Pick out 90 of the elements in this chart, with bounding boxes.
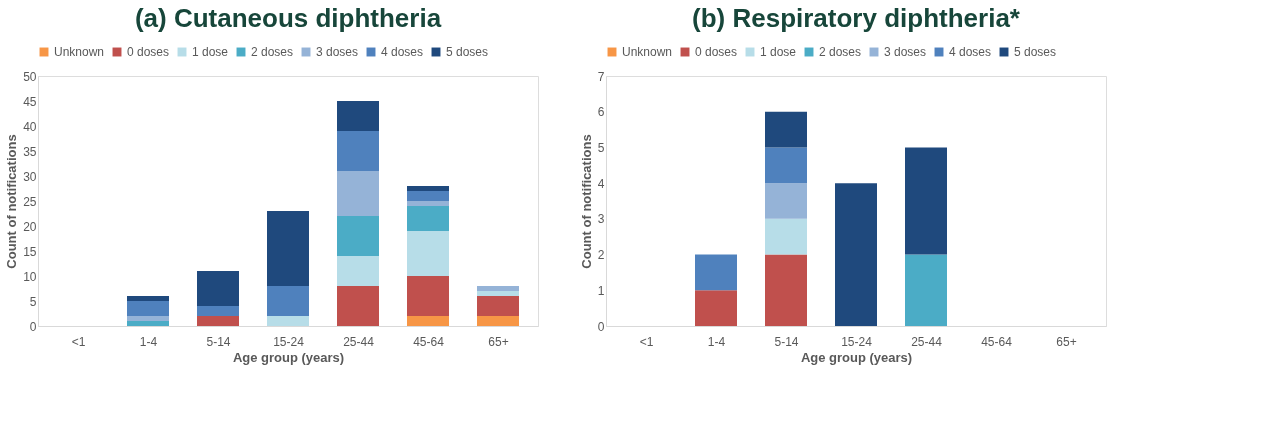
x-tick-label: 25-44 bbox=[343, 334, 375, 349]
bar bbox=[765, 111, 807, 148]
bar bbox=[407, 201, 449, 206]
x-tick-label: 15-24 bbox=[273, 334, 305, 349]
bar bbox=[477, 291, 519, 296]
bar bbox=[905, 254, 947, 326]
bar bbox=[197, 306, 239, 316]
x-tick-label: <1 bbox=[71, 334, 86, 349]
y-axis-title: Count of notifications bbox=[4, 134, 20, 269]
legend-label: 5 doses bbox=[1014, 45, 1057, 59]
bar bbox=[337, 286, 379, 326]
bar bbox=[905, 147, 947, 255]
bar bbox=[127, 321, 169, 326]
bar bbox=[477, 316, 519, 326]
legend-label: Unknown bbox=[622, 45, 673, 59]
y-tick-label: 7 bbox=[597, 69, 605, 84]
y-tick-label: 5 bbox=[29, 294, 37, 309]
bar bbox=[337, 216, 379, 256]
y-tick-label: 40 bbox=[23, 119, 37, 134]
y-tick-label: 45 bbox=[23, 94, 37, 109]
y-tick-label: 30 bbox=[23, 169, 37, 184]
x-axis-title: Age group (years) bbox=[800, 349, 913, 365]
legend-label: 2 doses bbox=[819, 45, 862, 59]
bar bbox=[407, 186, 449, 191]
bar bbox=[695, 290, 737, 326]
x-tick-label: <1 bbox=[639, 334, 654, 349]
bar bbox=[407, 231, 449, 276]
bar bbox=[197, 271, 239, 306]
y-tick-label: 2 bbox=[597, 248, 605, 263]
legend-label: 3 doses bbox=[884, 45, 927, 59]
x-tick-label: 5-14 bbox=[206, 334, 231, 349]
chart-title: (a) Cutaneous diphtheria bbox=[134, 3, 442, 33]
bar bbox=[267, 211, 309, 286]
bar bbox=[407, 276, 449, 316]
y-tick-label: 5 bbox=[597, 140, 605, 155]
legend-label: 5 doses bbox=[446, 45, 489, 59]
bar bbox=[407, 316, 449, 326]
legend-label: 2 doses bbox=[251, 45, 294, 59]
y-tick-label: 50 bbox=[23, 69, 37, 84]
y-tick-label: 15 bbox=[23, 244, 37, 259]
x-tick-label: 15-24 bbox=[841, 334, 873, 349]
bar bbox=[765, 183, 807, 219]
y-tick-label: 4 bbox=[597, 176, 605, 191]
bar bbox=[835, 183, 877, 326]
bar bbox=[407, 191, 449, 201]
x-tick-label: 25-44 bbox=[911, 334, 943, 349]
legend-label: 1 dose bbox=[760, 45, 797, 59]
bar bbox=[695, 254, 737, 291]
x-tick-label: 1-4 bbox=[707, 334, 726, 349]
bar bbox=[267, 286, 309, 316]
x-tick-label: 45-64 bbox=[413, 334, 445, 349]
bar bbox=[337, 256, 379, 286]
y-axis-title: Count of notifications bbox=[578, 134, 594, 269]
bar bbox=[765, 218, 807, 255]
y-tick-label: 10 bbox=[23, 269, 37, 284]
y-tick-label: 6 bbox=[597, 105, 605, 120]
bar bbox=[765, 254, 807, 326]
legend-label: 4 doses bbox=[381, 45, 424, 59]
x-tick-label: 65+ bbox=[1056, 334, 1077, 349]
bar bbox=[337, 171, 379, 216]
y-tick-label: 3 bbox=[597, 212, 605, 227]
y-tick-label: 35 bbox=[23, 144, 37, 159]
bar bbox=[337, 101, 379, 131]
chart-title: (b) Respiratory diphtheria* bbox=[692, 3, 1021, 33]
y-tick-label: 0 bbox=[597, 319, 605, 334]
bar bbox=[407, 206, 449, 231]
y-tick-label: 1 bbox=[597, 283, 605, 298]
bar bbox=[127, 296, 169, 301]
bar bbox=[477, 286, 519, 291]
legend-label: 3 doses bbox=[316, 45, 359, 59]
legend-label: 1 dose bbox=[192, 45, 229, 59]
bar bbox=[127, 301, 169, 316]
x-tick-label: 1-4 bbox=[139, 334, 158, 349]
bar bbox=[267, 316, 309, 326]
bar bbox=[197, 316, 239, 326]
bar bbox=[765, 147, 807, 184]
y-tick-label: 25 bbox=[23, 194, 37, 209]
bar bbox=[477, 296, 519, 316]
y-tick-label: 0 bbox=[29, 319, 37, 334]
x-tick-label: 45-64 bbox=[981, 334, 1013, 349]
legend-label: 0 doses bbox=[695, 45, 738, 59]
x-tick-label: 5-14 bbox=[774, 334, 799, 349]
legend-label: Unknown bbox=[54, 45, 105, 59]
x-tick-label: 65+ bbox=[488, 334, 509, 349]
y-tick-label: 20 bbox=[23, 219, 37, 234]
bar bbox=[127, 316, 169, 321]
legend-label: 0 doses bbox=[127, 45, 170, 59]
bar bbox=[337, 131, 379, 171]
legend-label: 4 doses bbox=[949, 45, 992, 59]
x-axis-title: Age group (years) bbox=[232, 349, 345, 365]
